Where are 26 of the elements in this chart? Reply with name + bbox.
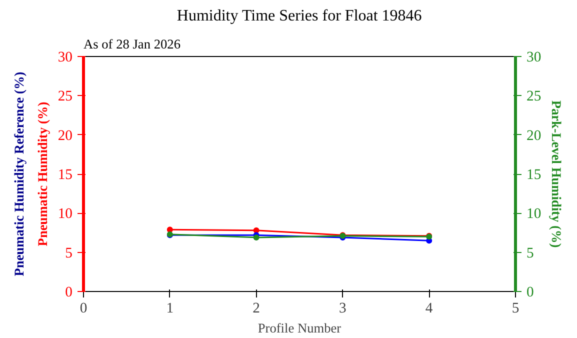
chart-title: Humidity Time Series for Float 19846: [176, 8, 422, 24]
y2-tick-label: 20: [526, 128, 542, 144]
y-tick-label: 15: [58, 167, 72, 183]
y-tick-label: 5: [65, 245, 72, 262]
y2-tick-label: 30: [526, 50, 542, 66]
y2-axis-title: Park-Level Humidity (%): [549, 100, 564, 248]
x-tick-label: 3: [339, 300, 346, 316]
x-tick-label: 1: [166, 300, 174, 316]
x-axis-title: Profile Number: [258, 320, 342, 336]
y3-axis-title: Pneumatic Humidity Reference (%): [12, 72, 26, 276]
x-tick-label: 4: [425, 300, 434, 316]
y2-tick-label: 15: [526, 167, 542, 183]
y-axis-title: Pneumatic Humidity (%): [34, 102, 50, 246]
y-tick-label: 20: [58, 128, 72, 144]
x-tick-label: 2: [252, 300, 260, 316]
chart-subtitle: As of 28 Jan 2026: [84, 36, 181, 52]
y-tick-label: 30: [58, 50, 72, 66]
x-tick-label: 0: [80, 300, 88, 316]
y2-tick-label: 10: [526, 206, 542, 222]
y2-tick-label: 5: [526, 245, 534, 262]
y-tick-label: 10: [58, 206, 72, 222]
x-tick-label: 5: [512, 300, 520, 316]
y2-tick-label: 25: [526, 88, 542, 105]
y2-tick-label: 0: [526, 284, 534, 300]
y-tick-label: 0: [65, 284, 72, 300]
y-tick-label: 25: [58, 88, 72, 105]
